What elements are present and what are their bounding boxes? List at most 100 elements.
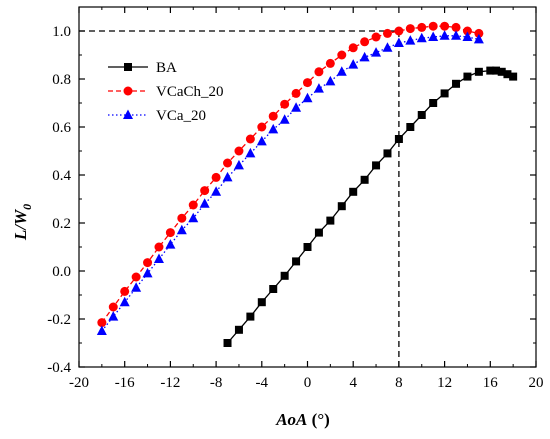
x-axis-title-main: AoA	[275, 410, 307, 429]
series-line-vca-20	[101, 35, 480, 332]
data-point-ba	[474, 67, 483, 76]
y-tick-label: -0.4	[47, 360, 71, 376]
data-point-vcach-20	[462, 26, 472, 36]
data-point-vca-20	[96, 325, 107, 335]
data-point-vca-20	[268, 123, 279, 134]
data-point-vca-20	[279, 114, 290, 124]
x-tick-label: 20	[529, 375, 544, 391]
plot-frame	[78, 6, 537, 368]
data-point-vcach-20	[440, 21, 450, 31]
y-axis-title-sub: 0	[20, 204, 34, 210]
data-point-vca-20	[108, 311, 119, 321]
data-point-vcach-20	[360, 37, 370, 47]
data-point-vcach-20	[245, 134, 255, 144]
data-point-vca-20	[439, 30, 450, 40]
legend-marker-ba	[124, 63, 132, 71]
x-axis-title-unit: (°)	[307, 410, 329, 429]
data-point-vcach-20	[97, 318, 107, 328]
data-point-ba	[383, 149, 392, 158]
data-point-vca-20	[199, 198, 210, 208]
data-point-ba	[280, 271, 289, 280]
data-point-vca-20	[325, 75, 336, 86]
legend-label-vcach-20: VCaCh_20	[156, 84, 224, 100]
y-tick-label: 0.6	[52, 120, 71, 136]
series-ba	[223, 66, 518, 347]
data-point-vcach-20	[371, 32, 381, 42]
data-point-ba	[234, 325, 243, 334]
data-point-vcach-20	[325, 58, 335, 68]
data-point-vcach-20	[177, 213, 187, 223]
data-point-ba	[337, 202, 346, 211]
data-point-vca-20	[245, 147, 256, 158]
data-point-vcach-20	[165, 228, 175, 238]
data-point-vcach-20	[223, 158, 233, 168]
data-point-vca-20	[473, 33, 484, 44]
data-point-vca-20	[405, 35, 416, 45]
x-tick-label: -4	[256, 375, 269, 391]
data-point-vca-20	[382, 42, 393, 52]
data-point-vcach-20	[474, 28, 484, 38]
x-tick-label: 16	[483, 375, 499, 391]
data-point-vca-20	[165, 239, 176, 249]
data-point-ba	[314, 228, 323, 237]
data-point-vcach-20	[314, 67, 324, 77]
data-point-vca-20	[211, 186, 222, 196]
y-tick-label: 0.0	[52, 264, 71, 280]
data-point-vca-20	[291, 102, 302, 112]
data-point-ba	[257, 298, 266, 307]
reference-lines	[79, 30, 400, 367]
x-tick-label: -8	[210, 375, 223, 391]
data-point-vca-20	[428, 31, 439, 41]
data-point-ba	[497, 67, 506, 76]
data-point-ba	[372, 161, 381, 170]
data-point-vcach-20	[348, 43, 358, 53]
x-tick-label: 0	[304, 375, 312, 391]
data-point-vca-20	[336, 66, 347, 76]
legend: BA VCaCh_20 VCa_20	[108, 60, 224, 124]
data-point-vca-20	[348, 59, 359, 69]
data-point-vcach-20	[234, 146, 244, 156]
y-tick-label: 1.0	[52, 24, 71, 40]
data-point-ba	[292, 257, 301, 266]
data-point-vcach-20	[291, 88, 301, 98]
legend-entry-ba: BA	[108, 60, 177, 76]
x-tick-label: -12	[160, 375, 180, 391]
y-tick-label: 0.4	[52, 168, 71, 184]
x-tick-label: -16	[115, 375, 135, 391]
data-point-ba	[452, 79, 461, 88]
data-point-ba	[417, 111, 426, 119]
data-point-vca-20	[153, 253, 164, 263]
legend-entry-vca-20: VCa_20	[108, 108, 206, 124]
data-point-ba	[509, 72, 518, 81]
data-series	[96, 21, 518, 347]
data-point-vca-20	[359, 51, 370, 62]
data-point-ba	[360, 175, 369, 184]
x-tick-label: 12	[437, 375, 452, 391]
data-point-vca-20	[233, 159, 244, 170]
data-point-vcach-20	[405, 24, 415, 34]
y-tick-label: 0.8	[52, 72, 71, 88]
y-axis-title: L/W0	[11, 204, 34, 241]
data-point-vca-20	[416, 32, 427, 43]
data-point-vca-20	[188, 212, 199, 223]
data-point-vcach-20	[131, 272, 141, 282]
data-point-vcach-20	[211, 172, 221, 182]
data-point-vcach-20	[417, 22, 427, 32]
data-point-vcach-20	[143, 258, 153, 268]
data-point-ba	[303, 243, 312, 251]
data-point-vcach-20	[200, 186, 210, 196]
axes: -20 -16 -12 -8 -4 0 4 8 12 16 20 -0.4 -0.2 0.0 0.2 0.4 0…	[47, 6, 544, 391]
data-point-vca-20	[119, 296, 130, 307]
data-point-ba	[503, 70, 512, 79]
data-point-vcach-20	[394, 26, 404, 36]
legend-marker-vcach-20	[123, 86, 133, 96]
legend-entry-vcach-20: VCaCh_20	[108, 84, 224, 100]
data-point-vcach-20	[382, 28, 392, 38]
data-point-vca-20	[313, 83, 324, 93]
data-point-vca-20	[302, 92, 313, 103]
data-point-ba	[326, 216, 335, 225]
data-point-ba	[463, 72, 472, 81]
series-line-ba	[227, 69, 514, 344]
data-point-vca-20	[371, 47, 382, 57]
data-point-vca-20	[451, 30, 462, 40]
